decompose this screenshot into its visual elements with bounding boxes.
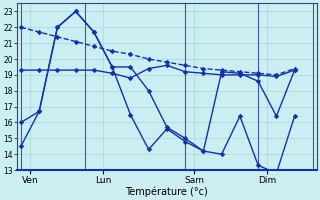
X-axis label: Température (°c): Température (°c) [125, 186, 208, 197]
